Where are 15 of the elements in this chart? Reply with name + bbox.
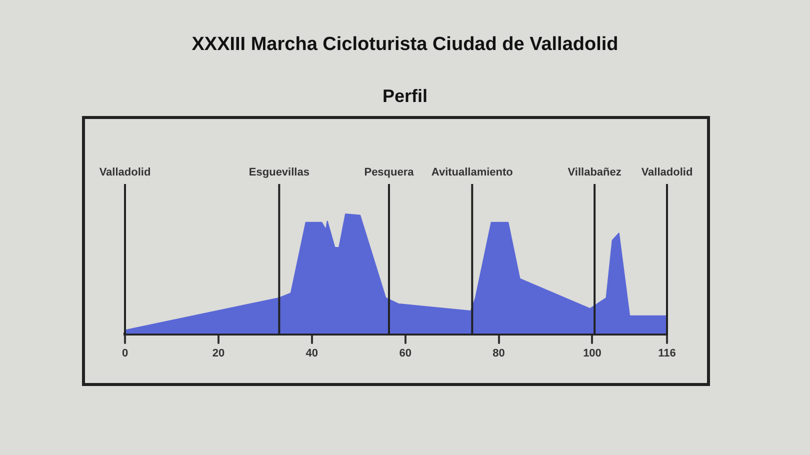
x-tick-label: 116 [658, 347, 676, 360]
x-tick-label: 60 [399, 347, 412, 360]
x-tick-label: 40 [306, 347, 318, 360]
x-tick-label: 0 [122, 347, 128, 360]
ref-line-label: Pesquera [364, 166, 415, 179]
ref-line-label: Valladolid [641, 166, 693, 179]
x-tick-label: 100 [583, 347, 602, 360]
x-tick-label: 20 [212, 347, 225, 360]
ref-line-label: Valladolid [99, 166, 151, 179]
chart-title: XXXIII Marcha Cicloturista Ciudad de Valladolid [190, 34, 620, 56]
ref-line-label: Villabañez [568, 166, 622, 179]
x-tick-label: 80 [492, 347, 505, 360]
ref-line-label: Avituallamiento [431, 166, 514, 179]
ref-line-label: Esguevillas [248, 166, 310, 179]
chart-subtitle: Perfil [381, 86, 429, 107]
